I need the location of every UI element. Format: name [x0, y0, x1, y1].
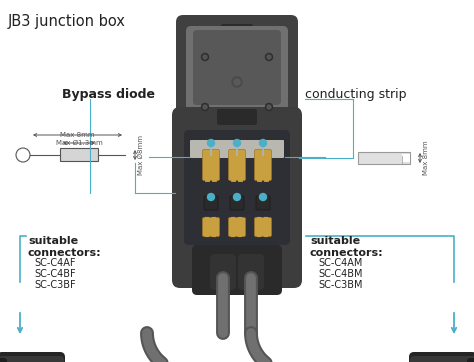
- FancyBboxPatch shape: [410, 356, 474, 362]
- Bar: [358, 152, 410, 164]
- Circle shape: [208, 139, 215, 147]
- Circle shape: [267, 55, 271, 59]
- FancyBboxPatch shape: [202, 150, 219, 181]
- FancyBboxPatch shape: [228, 218, 246, 236]
- Text: conducting strip: conducting strip: [305, 88, 407, 101]
- Text: JB3 junction box: JB3 junction box: [8, 14, 126, 29]
- Circle shape: [201, 104, 209, 110]
- FancyBboxPatch shape: [0, 356, 64, 362]
- Text: SC-C4BF: SC-C4BF: [34, 269, 76, 279]
- FancyBboxPatch shape: [217, 109, 257, 125]
- FancyBboxPatch shape: [190, 140, 284, 158]
- Text: Max Ø8mm: Max Ø8mm: [138, 135, 144, 175]
- Circle shape: [234, 139, 240, 147]
- Circle shape: [267, 105, 271, 109]
- Circle shape: [265, 54, 273, 60]
- Text: Bypass diode: Bypass diode: [62, 88, 155, 101]
- FancyBboxPatch shape: [172, 107, 302, 288]
- Text: Max 8mm: Max 8mm: [60, 132, 94, 138]
- Text: SC-C4AM: SC-C4AM: [318, 258, 363, 268]
- FancyBboxPatch shape: [202, 218, 219, 236]
- FancyBboxPatch shape: [230, 196, 244, 210]
- Circle shape: [259, 139, 266, 147]
- FancyBboxPatch shape: [409, 352, 474, 362]
- FancyBboxPatch shape: [467, 358, 474, 362]
- Circle shape: [265, 104, 273, 110]
- FancyBboxPatch shape: [192, 245, 282, 295]
- Circle shape: [232, 77, 242, 87]
- FancyBboxPatch shape: [255, 150, 272, 181]
- Circle shape: [234, 194, 240, 201]
- Circle shape: [234, 79, 240, 85]
- FancyBboxPatch shape: [193, 30, 281, 105]
- Text: SC-C4AF: SC-C4AF: [34, 258, 75, 268]
- Bar: [60, 148, 98, 161]
- Text: Max Ø1.3mm: Max Ø1.3mm: [55, 140, 102, 146]
- FancyBboxPatch shape: [238, 254, 264, 290]
- Text: suitable
connectors:: suitable connectors:: [310, 236, 383, 258]
- FancyBboxPatch shape: [204, 196, 218, 210]
- Bar: [402, 154, 410, 162]
- Circle shape: [259, 194, 266, 201]
- Text: Max 8mm: Max 8mm: [423, 141, 429, 175]
- FancyBboxPatch shape: [256, 196, 270, 210]
- FancyBboxPatch shape: [228, 150, 246, 181]
- FancyBboxPatch shape: [186, 26, 288, 111]
- Text: suitable
connectors:: suitable connectors:: [28, 236, 101, 258]
- FancyBboxPatch shape: [255, 218, 272, 236]
- Text: SC-C3BF: SC-C3BF: [34, 280, 76, 290]
- Circle shape: [208, 194, 215, 201]
- FancyBboxPatch shape: [184, 130, 290, 245]
- FancyBboxPatch shape: [176, 15, 298, 122]
- Circle shape: [203, 55, 207, 59]
- FancyBboxPatch shape: [0, 352, 65, 362]
- Text: SC-C3BM: SC-C3BM: [318, 280, 363, 290]
- Circle shape: [203, 105, 207, 109]
- FancyBboxPatch shape: [221, 24, 253, 38]
- FancyBboxPatch shape: [0, 358, 7, 362]
- Circle shape: [201, 54, 209, 60]
- Text: SC-C4BM: SC-C4BM: [318, 269, 363, 279]
- FancyBboxPatch shape: [210, 254, 236, 290]
